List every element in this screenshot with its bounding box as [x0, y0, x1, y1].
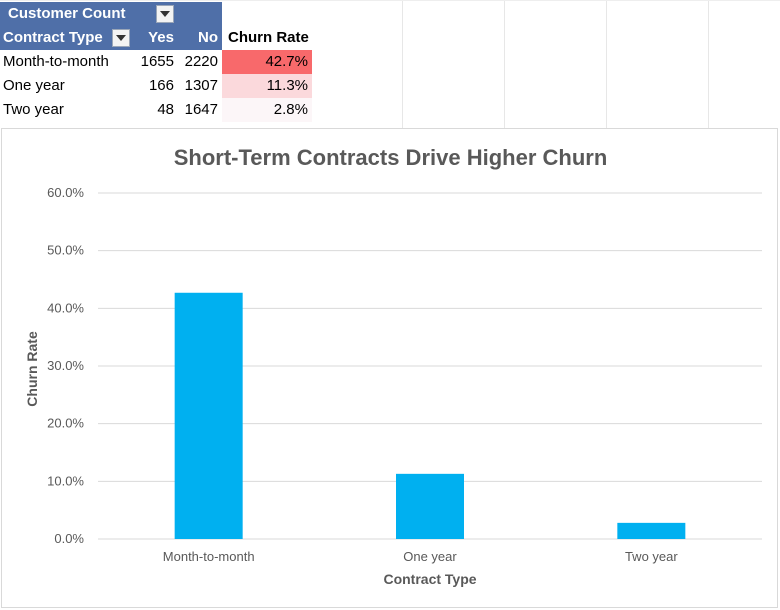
- row-header-contract-type: Contract Type: [0, 26, 134, 50]
- chart-plot: 0.0% 10.0% 20.0% 30.0% 40.0% 50.0% 60.0% Month…: [24, 185, 762, 587]
- churn-rate-cell[interactable]: 42.7%: [222, 50, 312, 74]
- churn-rate-cell[interactable]: 11.3%: [222, 74, 312, 98]
- bar-one-year[interactable]: [396, 473, 464, 539]
- chevron-down-icon: [116, 35, 126, 41]
- contract-type-cell[interactable]: One year: [3, 77, 65, 94]
- y-tick-label: 60.0%: [47, 185, 84, 200]
- bar-month-to-month[interactable]: [174, 292, 243, 539]
- churn-chart[interactable]: Short-Term Contracts Drive Higher Churn …: [1, 128, 778, 608]
- col-header-no: No: [178, 26, 222, 50]
- y-tick-label: 20.0%: [47, 416, 84, 431]
- col-header-yes: Yes: [134, 26, 178, 50]
- contract-type-filter-button[interactable]: [112, 29, 130, 47]
- table-row[interactable]: One year 166 1307 11.3%: [0, 74, 312, 98]
- y-tick-label: 0.0%: [54, 531, 84, 546]
- x-axis-title: Contract Type: [383, 571, 476, 587]
- bar-two-year[interactable]: [617, 522, 686, 539]
- y-tick-label: 10.0%: [47, 473, 84, 488]
- table-row[interactable]: Two year 48 1647 2.8%: [0, 98, 312, 122]
- pivot-header-row: Contract Type Yes No Churn Rate: [0, 26, 312, 50]
- table-row[interactable]: Month-to-month 1655 2220 42.7%: [0, 50, 312, 74]
- x-tick-label: Month-to-month: [163, 549, 255, 564]
- y-tick-label: 50.0%: [47, 243, 84, 258]
- no-count-cell[interactable]: 2220: [184, 53, 218, 70]
- pivot-title: Customer Count: [0, 2, 222, 26]
- contract-type-cell[interactable]: Two year: [3, 101, 64, 118]
- no-count-cell[interactable]: 1307: [184, 77, 218, 94]
- col-header-churn-rate: Churn Rate: [228, 29, 309, 46]
- chart-title: Short-Term Contracts Drive Higher Churn: [173, 145, 608, 170]
- y-tick-label: 30.0%: [47, 358, 84, 373]
- x-tick-label: Two year: [625, 549, 678, 564]
- churn-rate-cell[interactable]: 2.8%: [222, 98, 312, 122]
- yes-count-cell[interactable]: 1655: [140, 53, 174, 70]
- y-tick-label: 40.0%: [47, 300, 84, 315]
- contract-type-cell[interactable]: Month-to-month: [3, 53, 109, 70]
- x-tick-label: One year: [403, 549, 457, 564]
- pivot-values-filter-button[interactable]: [156, 5, 174, 23]
- yes-count-cell[interactable]: 166: [148, 77, 174, 94]
- yes-count-cell[interactable]: 48: [157, 101, 174, 118]
- sheet-gridlines: [0, 0, 780, 128]
- no-count-cell[interactable]: 1647: [184, 101, 218, 118]
- chevron-down-icon: [160, 11, 170, 17]
- y-axis-title: Churn Rate: [24, 331, 40, 407]
- pivot-title-row: Customer Count: [0, 2, 222, 26]
